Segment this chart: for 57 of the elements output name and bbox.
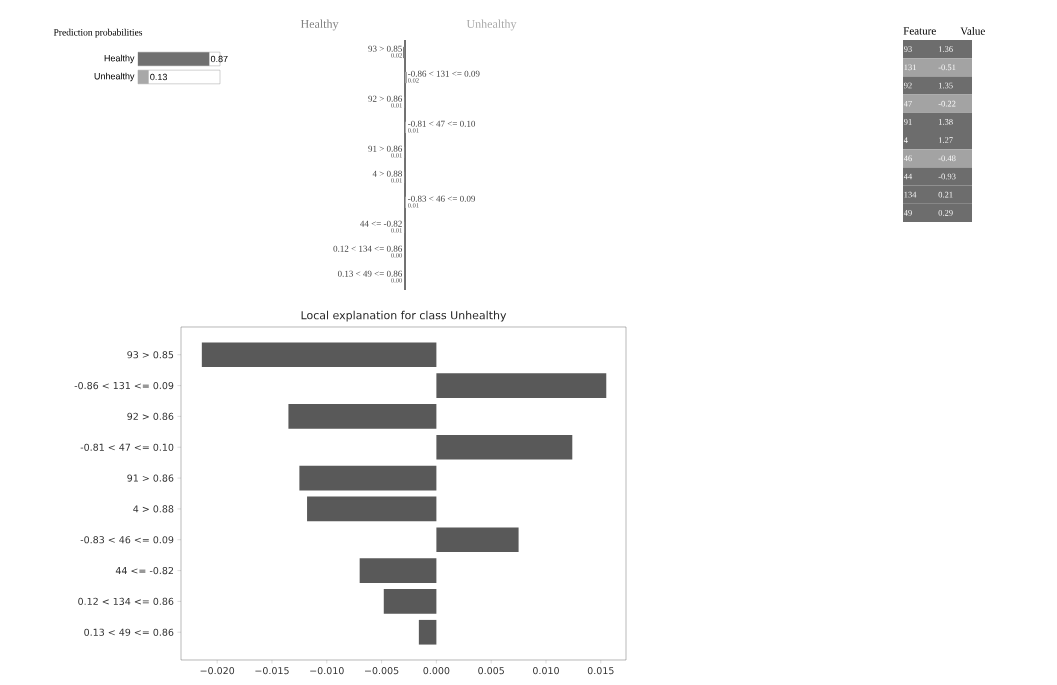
data-label: 0.87 — [210, 55, 228, 63]
y-tick-label: 0.13 < 49 <= 0.86 — [84, 628, 174, 636]
text: 0.21 — [938, 191, 953, 198]
category-label: 92 — [903, 82, 912, 89]
x-tick-label: −0.005 — [365, 667, 399, 675]
text: 1.36 — [938, 46, 953, 52]
y-tick-label: Healthy — [104, 54, 135, 64]
y-tick-label: 91 > 0.86 — [127, 474, 174, 482]
x-tick-label: 0.015 — [587, 667, 614, 675]
category-label: 91 > 0.86 — [368, 145, 403, 152]
category-label: 0.13 < 49 <= 0.86 — [337, 270, 403, 277]
category-label: 93 — [903, 46, 912, 52]
category-label: 0.12 < 134 <= 0.86 — [333, 245, 403, 252]
y-tick-label: -0.83 < 46 <= 0.09 — [80, 536, 174, 544]
x-tick-label: 0.010 — [533, 667, 559, 675]
category-label: 44 <= -0.82 — [360, 220, 402, 227]
category-label: -0.86 < 131 <= 0.09 — [408, 70, 480, 77]
text: 1.35 — [938, 82, 953, 89]
legend-label: Healthy — [300, 19, 339, 31]
text: -0.51 — [938, 64, 956, 71]
category-label: 131 — [904, 64, 916, 71]
y-tick-label: 93 > 0.85 — [127, 351, 174, 359]
legend-label: Unhealthy — [466, 19, 517, 31]
text: -0.48 — [938, 155, 956, 162]
y-tick-label: 44 <= -0.82 — [115, 566, 174, 575]
y-tick-label: 4 > 0.88 — [133, 505, 174, 513]
text: -0.93 — [938, 173, 956, 180]
category-label: 134 — [904, 191, 917, 198]
category-label: -0.81 < 47 <= 0.10 — [408, 120, 476, 127]
y-tick-label: -0.86 < 131 <= 0.09 — [74, 381, 174, 390]
x-tick-label: −0.010 — [310, 667, 344, 675]
data-label: 0.13 — [150, 73, 167, 81]
chart-title: Local explanation for class Unhealthy — [301, 310, 507, 322]
x-tick-label: −0.020 — [200, 667, 235, 675]
y-tick-label: -0.81 < 47 <= 0.10 — [80, 443, 174, 451]
text: -0.22 — [938, 100, 956, 107]
category-label: 4 — [903, 137, 908, 143]
category-label: Value — [960, 27, 985, 35]
x-tick-label: 0.005 — [478, 667, 504, 675]
x-tick-label: 0.000 — [423, 667, 450, 675]
text: 1.27 — [938, 137, 953, 143]
y-tick-label: 92 > 0.86 — [127, 412, 174, 421]
category-label: 44 — [903, 173, 913, 180]
category-label: 47 — [903, 100, 912, 107]
text: 0.29 — [938, 210, 953, 216]
category-label: 49 — [903, 210, 912, 216]
category-label: Feature — [903, 27, 936, 35]
category-label: -0.83 < 46 <= 0.09 — [408, 195, 476, 202]
category-label: 46 — [903, 155, 912, 162]
category-label: 93 > 0.85 — [368, 45, 402, 52]
text: 1.38 — [938, 119, 953, 125]
x-tick-label: −0.015 — [255, 667, 289, 675]
category-label: 91 — [903, 119, 912, 125]
y-tick-label: 0.12 < 134 <= 0.86 — [78, 597, 174, 606]
chart-title: Prediction probabilities — [53, 28, 143, 38]
category-label: 4 > 0.88 — [372, 170, 402, 177]
category-label: 92 > 0.86 — [368, 95, 403, 102]
